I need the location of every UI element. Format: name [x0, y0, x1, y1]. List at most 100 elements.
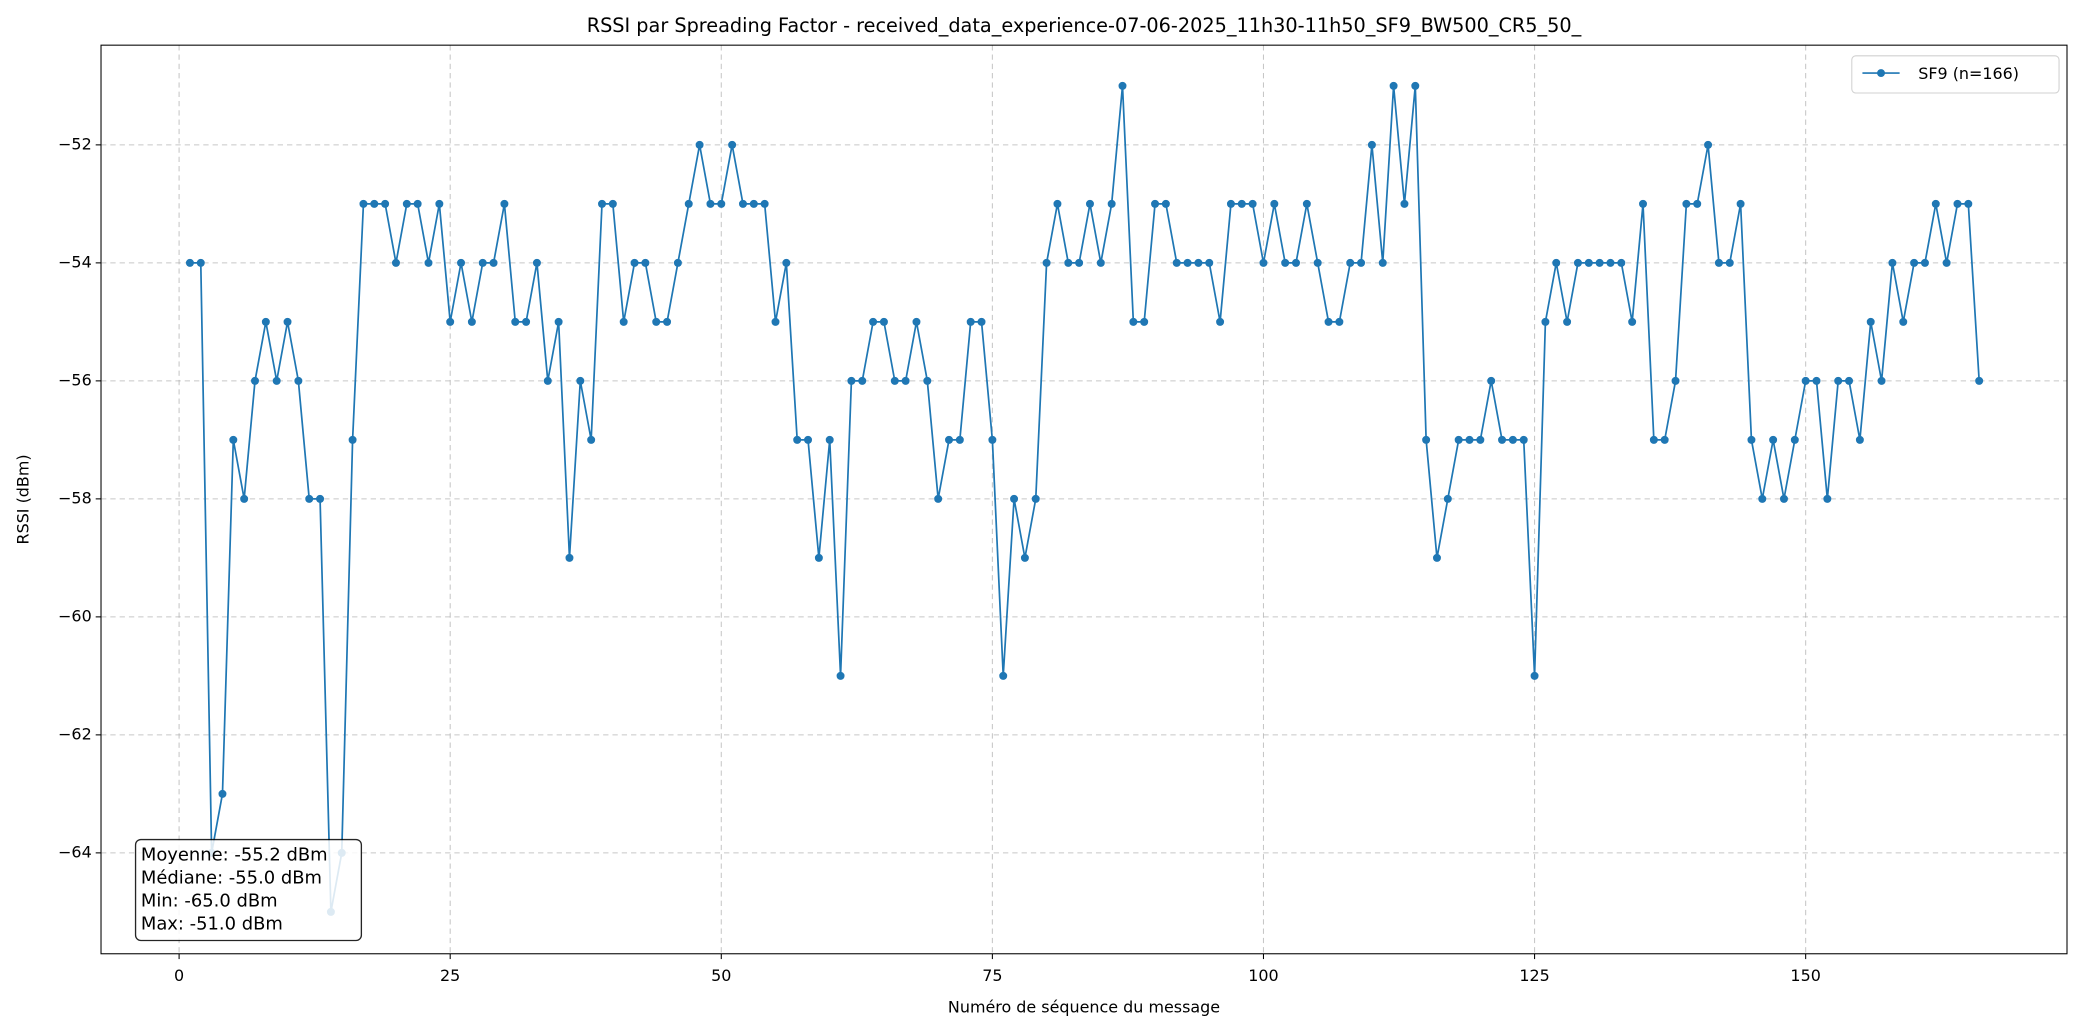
- data-point: [1508, 435, 1517, 444]
- data-point: [522, 317, 531, 326]
- data-point: [1205, 258, 1214, 267]
- data-point: [1248, 199, 1257, 208]
- data-point: [1671, 376, 1680, 385]
- data-point: [1454, 435, 1463, 444]
- data-point: [619, 317, 628, 326]
- y-tick-label: −64: [58, 842, 92, 861]
- data-point: [1975, 376, 1984, 385]
- data-point: [261, 317, 270, 326]
- data-point: [1346, 258, 1355, 267]
- data-point: [1812, 376, 1821, 385]
- data-point: [1942, 258, 1951, 267]
- data-point: [630, 258, 639, 267]
- data-point: [1758, 494, 1767, 503]
- data-point: [543, 376, 552, 385]
- data-point: [1096, 258, 1105, 267]
- data-point: [1216, 317, 1225, 326]
- data-point: [218, 789, 227, 798]
- data-point: [1779, 494, 1788, 503]
- y-tick-label: −56: [58, 370, 92, 389]
- y-tick-label: −62: [58, 724, 92, 743]
- data-point: [858, 376, 867, 385]
- data-point: [1476, 435, 1485, 444]
- data-point: [391, 258, 400, 267]
- y-tick-label: −60: [58, 606, 92, 625]
- data-point: [511, 317, 520, 326]
- data-point: [836, 671, 845, 680]
- data-point: [532, 258, 541, 267]
- data-point: [1769, 435, 1778, 444]
- data-point: [945, 435, 953, 444]
- data-point: [1443, 494, 1452, 503]
- data-point: [641, 258, 650, 267]
- data-point: [1487, 376, 1496, 385]
- data-point: [467, 317, 476, 326]
- data-point: [934, 494, 943, 503]
- data-point: [435, 199, 444, 208]
- stats-line: Max: -51.0 dBm: [141, 913, 283, 934]
- y-tick-label: −54: [58, 252, 92, 271]
- data-point: [728, 140, 737, 149]
- data-point: [695, 140, 704, 149]
- data-point: [1270, 199, 1279, 208]
- data-point: [1584, 258, 1593, 267]
- data-line: [189, 85, 1981, 913]
- data-point: [402, 199, 411, 208]
- legend-marker: [1877, 69, 1886, 78]
- x-tick-label: 150: [1790, 966, 1820, 985]
- data-point: [565, 553, 574, 562]
- data-point: [879, 317, 888, 326]
- x-tick-label: 50: [711, 966, 731, 985]
- data-point: [999, 671, 1008, 680]
- data-point: [305, 494, 314, 503]
- y-tick-label: −52: [58, 134, 92, 153]
- data-point: [1855, 435, 1864, 444]
- data-point: [760, 199, 769, 208]
- data-point: [1704, 140, 1713, 149]
- data-point: [955, 435, 964, 444]
- x-tick-label: 75: [982, 966, 1002, 985]
- data-point: [1422, 435, 1431, 444]
- data-point: [1649, 435, 1658, 444]
- data-point: [1660, 435, 1669, 444]
- data-point: [1606, 258, 1615, 267]
- data-point: [912, 317, 921, 326]
- data-point: [1389, 81, 1398, 90]
- x-tick-label: 100: [1248, 966, 1278, 985]
- data-point: [1194, 258, 1203, 267]
- data-point: [1378, 258, 1387, 267]
- legend-box: [1851, 55, 2060, 94]
- data-point: [500, 199, 509, 208]
- data-point: [1910, 258, 1919, 267]
- data-point: [1140, 317, 1149, 326]
- data-point: [988, 435, 997, 444]
- data-point: [1161, 199, 1170, 208]
- data-point: [1628, 317, 1637, 326]
- data-point: [1053, 199, 1062, 208]
- x-axis-label: Numéro de séquence du message: [948, 998, 1220, 1017]
- data-point: [1519, 435, 1528, 444]
- data-point: [229, 435, 238, 444]
- data-point: [381, 199, 390, 208]
- data-point: [489, 258, 498, 267]
- data-point: [1530, 671, 1539, 680]
- x-tick-label: 25: [440, 966, 460, 985]
- data-point: [673, 258, 682, 267]
- data-point: [294, 376, 303, 385]
- data-point: [1302, 199, 1311, 208]
- data-point: [977, 317, 986, 326]
- data-point: [1639, 199, 1647, 208]
- data-point: [717, 199, 726, 208]
- data-point: [684, 199, 693, 208]
- data-point: [413, 199, 422, 208]
- data-point: [554, 317, 563, 326]
- data-point: [663, 317, 672, 326]
- data-point: [1736, 199, 1745, 208]
- data-point: [1432, 553, 1441, 562]
- data-point: [1563, 317, 1572, 326]
- data-point: [185, 258, 194, 267]
- data-point: [1324, 317, 1333, 326]
- stats-line: Min: -65.0 dBm: [141, 890, 278, 911]
- data-point: [1411, 81, 1420, 90]
